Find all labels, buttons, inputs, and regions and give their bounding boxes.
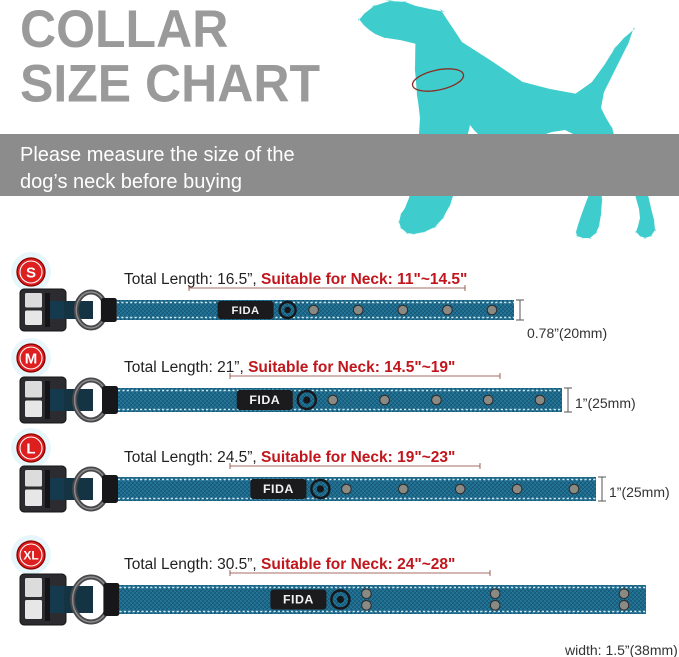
svg-text:FIDA: FIDA — [283, 593, 314, 607]
svg-text:M: M — [25, 350, 38, 367]
svg-text:FIDA: FIDA — [263, 482, 294, 496]
svg-text:L: L — [26, 440, 35, 457]
svg-text:FIDA: FIDA — [249, 393, 280, 407]
svg-text:S: S — [26, 264, 36, 281]
svg-text:FIDA: FIDA — [232, 305, 260, 317]
svg-text:XL: XL — [23, 548, 38, 562]
